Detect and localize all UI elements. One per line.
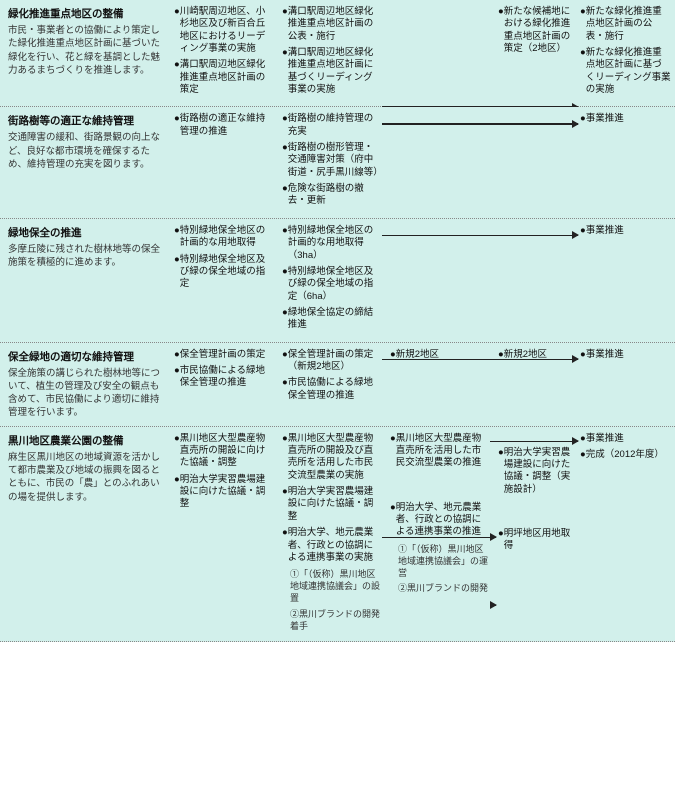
plan-row: 保全緑地の適切な維持管理保全施策の講じられた樹林地等について、植生の管理及び安全…: [0, 343, 675, 427]
sub-item: ②黒川ブランドの開発: [390, 582, 490, 594]
bullet-item: ●事業推進: [580, 225, 671, 237]
stage-column: ●事業推進: [576, 343, 675, 426]
row-body: 保全施策の講じられた樹林地等について、植生の管理及び安全の観点も含めて、市民協働…: [8, 367, 162, 420]
stage-column: ●黒川地区大型農産物直売所の開設及び直売所を活用した市民交流型農業の実施 ●明治大…: [278, 427, 386, 641]
description-column: 緑化推進重点地区の整備市民・事業者との協働により策定した緑化推進重点地区計画に基…: [0, 0, 170, 106]
flow-arrow: [382, 235, 578, 236]
stage-column: ●保全管理計画の策定（新規2地区） ●市民協働による緑地保全管理の推進: [278, 343, 386, 426]
bullet-item: ●保全管理計画の策定: [174, 349, 274, 361]
stage-column: ●明治大学実習農場建設に向けた協議・調整（実施設計） ●明坪地区用地取得: [494, 427, 576, 641]
bullet-item: ●特別緑地保全地区及び緑の保全地域の指定（6ha）: [282, 266, 382, 303]
bullet-item: ●保全管理計画の策定（新規2地区）: [282, 349, 382, 374]
bullet-item: ●完成（2012年度）: [580, 449, 671, 461]
stage-column: ●川崎駅周辺地区、小杉地区及び新百合丘地区におけるリーディング事業の実施 ●溝口駅…: [170, 0, 278, 106]
row-title: 保全緑地の適切な維持管理: [8, 349, 162, 364]
stage-column: ●新たな候補地における緑化推進重点地区計画の策定（2地区）: [494, 0, 576, 106]
stage-column: ●特別緑地保全地区の計画的な用地取得（3ha） ●特別緑地保全地区及び緑の保全地域…: [278, 219, 386, 342]
stage-column: ●新たな緑化推進重点地区計画の公表・施行 ●新たな緑化推進重点地区計画に基づくリー…: [576, 0, 675, 106]
bullet-item: ●新たな緑化推進重点地区計画の公表・施行: [580, 6, 671, 43]
stage-column: [494, 219, 576, 342]
stage-column: [386, 0, 494, 106]
row-title: 街路樹等の適正な維持管理: [8, 113, 162, 128]
sub-item: ②黒川ブランドの開発着手: [282, 608, 382, 632]
bullet-item: ●明治大学、地元農業者、行政との協調による連携事業の推進: [390, 502, 490, 539]
row-body: 麻生区黒川地区の地域資源を活かして都市農業及び地域の振興を図るとともに、市民の「…: [8, 451, 162, 504]
bullet-item: ●溝口駅周辺地区緑化推進重点地区計画の公表・施行: [282, 6, 382, 43]
flow-arrow: [382, 123, 578, 124]
bullet-item: ●黒川地区大型農産物直売所の開設及び直売所を活用した市民交流型農業の実施: [282, 433, 382, 482]
plan-row: 黒川地区農業公園の整備麻生区黒川地区の地域資源を活かして都市農業及び地域の振興を…: [0, 427, 675, 642]
bullet-item: ●危険な街路樹の撤去・更新: [282, 183, 382, 208]
row-title: 緑地保全の推進: [8, 225, 162, 240]
bullet-item: ●溝口駅周辺地区緑化推進重点地区計画の策定: [174, 59, 274, 96]
stage-column: ●新規2地区: [386, 343, 494, 426]
bullet-item: ●事業推進: [580, 113, 671, 125]
bullet-item: ●事業推進: [580, 433, 671, 445]
bullet-item: ●市民協働による緑地保全管理の推進: [174, 365, 274, 390]
stage-column: ●街路樹の適正な維持管理の推進: [170, 107, 278, 217]
bullet-item: ●街路樹の適正な維持管理の推進: [174, 113, 274, 138]
row-body: 市民・事業者との協働により策定した緑化推進重点地区計画に基づいた緑化を行い、花と…: [8, 24, 162, 77]
description-column: 緑地保全の推進多摩丘陵に残された樹林地等の保全施策を積極的に進めます。: [0, 219, 170, 342]
sub-item: ①「（仮称）黒川地区地域連携協議会」の運営: [390, 543, 490, 579]
flow-arrow: [490, 441, 578, 442]
plan-row: 緑地保全の推進多摩丘陵に残された樹林地等の保全施策を積極的に進めます。●特別緑地…: [0, 219, 675, 343]
bullet-item: ●明治大学、地元農業者、行政との協調による連携事業の実施: [282, 527, 382, 564]
bullet-item: ●新たな緑化推進重点地区計画に基づくリーディング事業の実施: [580, 47, 671, 96]
stage-column: [386, 219, 494, 342]
stage-column: ●事業推進: [576, 107, 675, 217]
stage-column: ●新規2地区: [494, 343, 576, 426]
description-column: 街路樹等の適正な維持管理交通障害の緩和、街路景観の向上など、良好な都市環境を確保…: [0, 107, 170, 217]
description-column: 黒川地区農業公園の整備麻生区黒川地区の地域資源を活かして都市農業及び地域の振興を…: [0, 427, 170, 641]
bullet-item: ●黒川地区大型農産物直売所を活用した市民交流型農業の推進: [390, 433, 490, 470]
plan-row: 緑化推進重点地区の整備市民・事業者との協働により策定した緑化推進重点地区計画に基…: [0, 0, 675, 107]
stage-column: ●事業推進 ●完成（2012年度）: [576, 427, 675, 641]
sub-item: ①「（仮称）黒川地区地域連携協議会」の設置: [282, 568, 382, 604]
row-body: 交通障害の緩和、街路景観の向上など、良好な都市環境を確保するため、維持管理の充実…: [8, 131, 162, 171]
bullet-item: ●黒川地区大型農産物直売所の開設に向けた協議・調整: [174, 433, 274, 470]
stage-column: ●黒川地区大型農産物直売所の開設に向けた協議・調整 ●明治大学実習農場建設に向けた…: [170, 427, 278, 641]
bullet-item: ●街路樹の樹形管理・交通障害対策（府中街道・尻手黒川線等）: [282, 142, 382, 179]
flow-arrow: [382, 359, 578, 360]
stage-column: ●溝口駅周辺地区緑化推進重点地区計画の公表・施行 ●溝口駅周辺地区緑化推進重点地区…: [278, 0, 386, 106]
bullet-item: ●市民協働による緑地保全管理の推進: [282, 377, 382, 402]
bullet-item: ●明治大学実習農場建設に向けた協議・調整: [174, 474, 274, 511]
bullet-item: ●新たな候補地における緑化推進重点地区計画の策定（2地区）: [498, 6, 572, 55]
flow-arrow: [490, 605, 496, 606]
row-title: 黒川地区農業公園の整備: [8, 433, 162, 448]
bullet-item: ●特別緑地保全地区及び緑の保全地域の指定: [174, 254, 274, 291]
bullet-item: ●明坪地区用地取得: [498, 528, 572, 553]
stage-column: ●黒川地区大型農産物直売所を活用した市民交流型農業の推進 ●明治大学、地元農業者、…: [386, 427, 494, 641]
stage-column: ●特別緑地保全地区の計画的な用地取得 ●特別緑地保全地区及び緑の保全地域の指定: [170, 219, 278, 342]
stage-column: ●保全管理計画の策定 ●市民協働による緑地保全管理の推進: [170, 343, 278, 426]
plan-row: 街路樹等の適正な維持管理交通障害の緩和、街路景観の向上など、良好な都市環境を確保…: [0, 107, 675, 218]
bullet-item: ●緑地保全協定の締結推進: [282, 307, 382, 332]
bullet-item: ●特別緑地保全地区の計画的な用地取得: [174, 225, 274, 250]
row-title: 緑化推進重点地区の整備: [8, 6, 162, 21]
plan-table: 緑化推進重点地区の整備市民・事業者との協働により策定した緑化推進重点地区計画に基…: [0, 0, 675, 642]
stage-column: ●事業推進: [576, 219, 675, 342]
bullet-item: ●明治大学実習農場建設に向けた協議・調整: [282, 486, 382, 523]
bullet-item: ●街路樹の維持管理の充実: [282, 113, 382, 138]
bullet-item: ●溝口駅周辺地区緑化推進重点地区計画に基づくリーディング事業の実施: [282, 47, 382, 96]
bullet-item: ●事業推進: [580, 349, 671, 361]
bullet-item: ●特別緑地保全地区の計画的な用地取得（3ha）: [282, 225, 382, 262]
description-column: 保全緑地の適切な維持管理保全施策の講じられた樹林地等について、植生の管理及び安全…: [0, 343, 170, 426]
stage-column: ●街路樹の維持管理の充実 ●街路樹の樹形管理・交通障害対策（府中街道・尻手黒川線等…: [278, 107, 386, 217]
flow-arrow: [382, 537, 496, 538]
bullet-item: ●明治大学実習農場建設に向けた協議・調整（実施設計）: [498, 447, 572, 496]
row-body: 多摩丘陵に残された樹林地等の保全施策を積極的に進めます。: [8, 243, 162, 270]
bullet-item: ●川崎駅周辺地区、小杉地区及び新百合丘地区におけるリーディング事業の実施: [174, 6, 274, 55]
